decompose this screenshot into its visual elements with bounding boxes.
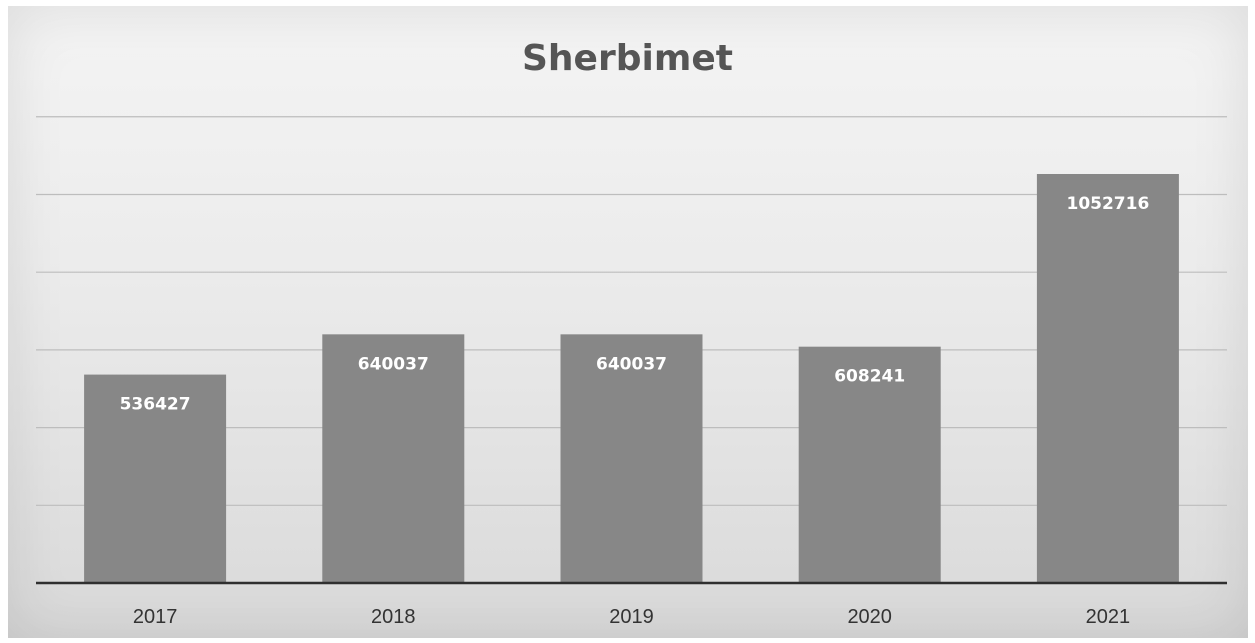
data-label-2017: 536427 — [120, 395, 191, 415]
bar-2018 — [322, 334, 465, 583]
bar-2017 — [84, 374, 227, 583]
bar-2020 — [798, 346, 941, 583]
data-label-2021: 1052716 — [1066, 194, 1149, 214]
bar-2019 — [560, 334, 703, 583]
data-label-2018: 640037 — [358, 354, 429, 374]
x-tick-label-2020: 2020 — [847, 606, 892, 628]
bar-2021 — [1036, 174, 1179, 583]
data-label-2019: 640037 — [596, 354, 667, 374]
x-tick-label-2018: 2018 — [371, 606, 416, 628]
x-tick-label-2017: 2017 — [133, 606, 178, 628]
data-label-2020: 608241 — [834, 367, 905, 387]
x-tick-label-2019: 2019 — [609, 606, 654, 628]
chart-title: Sherbimet — [522, 38, 733, 79]
x-tick-label-2021: 2021 — [1086, 606, 1131, 628]
